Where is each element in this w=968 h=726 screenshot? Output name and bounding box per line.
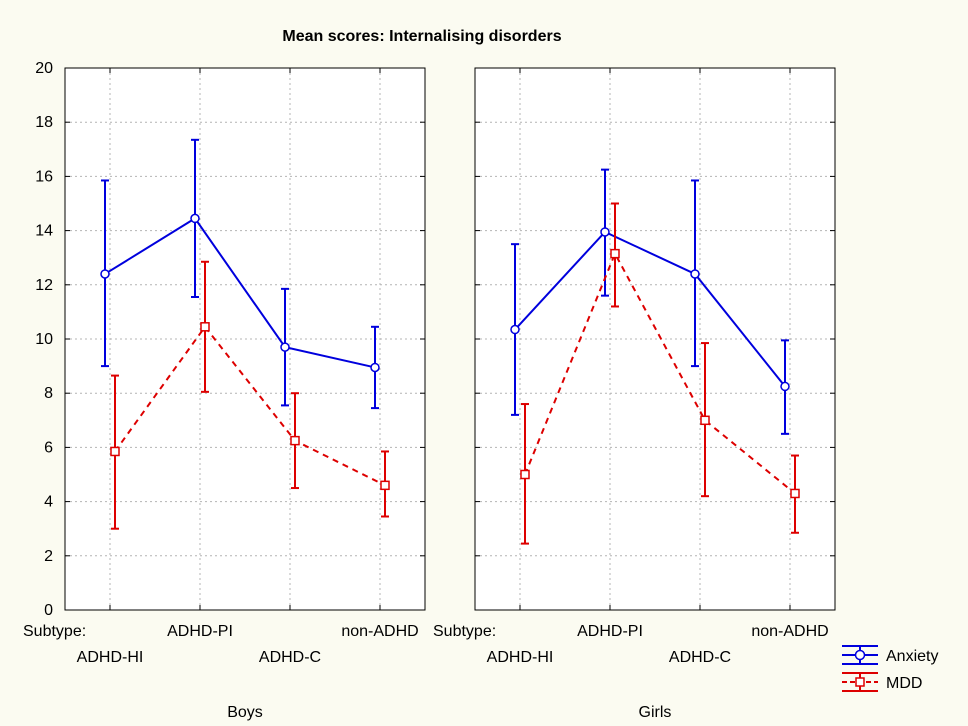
x-tick-label: ADHD-HI xyxy=(77,649,144,666)
panel-label: Boys xyxy=(227,704,263,721)
y-tick-label: 0 xyxy=(44,602,53,619)
data-point xyxy=(611,250,619,258)
data-point xyxy=(511,326,519,334)
y-tick-label: 10 xyxy=(35,331,53,348)
panel-label: Girls xyxy=(639,704,672,721)
x-tick-label: ADHD-C xyxy=(669,649,731,666)
legend-label: Anxiety xyxy=(886,648,938,665)
data-point xyxy=(101,270,109,278)
x-tick-label: non-ADHD xyxy=(751,623,828,640)
data-point xyxy=(381,481,389,489)
panel-girls: Subtype: ADHD-HI ADHD-PI ADHD-C non-ADHD Girl… xyxy=(433,68,835,721)
y-tick-label: 14 xyxy=(35,223,53,240)
data-point xyxy=(201,323,209,331)
x-tick-label: ADHD-PI xyxy=(167,623,233,640)
x-tick-label: non-ADHD xyxy=(341,623,418,640)
y-tick-label: 4 xyxy=(44,494,53,511)
subtype-label: Subtype: xyxy=(23,623,86,640)
data-point xyxy=(111,447,119,455)
legend-marker xyxy=(856,678,864,686)
x-tick-label: ADHD-PI xyxy=(577,623,643,640)
subtype-label: Subtype: xyxy=(433,623,496,640)
data-point xyxy=(191,214,199,222)
data-point xyxy=(281,343,289,351)
y-tick-label: 8 xyxy=(44,385,53,402)
y-tick-label: 20 xyxy=(35,60,53,77)
y-tick-label: 16 xyxy=(35,168,53,185)
x-tick-label: ADHD-C xyxy=(259,649,321,666)
data-point xyxy=(601,228,609,236)
data-point xyxy=(781,382,789,390)
y-tick-label: 18 xyxy=(35,114,53,131)
data-point xyxy=(791,489,799,497)
y-tick-label: 6 xyxy=(44,439,53,456)
legend-label: MDD xyxy=(886,675,922,692)
x-tick-label: ADHD-HI xyxy=(487,649,554,666)
data-point xyxy=(701,416,709,424)
data-point xyxy=(691,270,699,278)
data-point xyxy=(521,471,529,479)
y-tick-label: 12 xyxy=(35,277,53,294)
y-tick-label: 2 xyxy=(44,548,53,565)
chart-title: Mean scores: Internalising disorders xyxy=(282,28,561,45)
legend-marker xyxy=(856,651,865,660)
data-point xyxy=(371,363,379,371)
data-point xyxy=(291,437,299,445)
